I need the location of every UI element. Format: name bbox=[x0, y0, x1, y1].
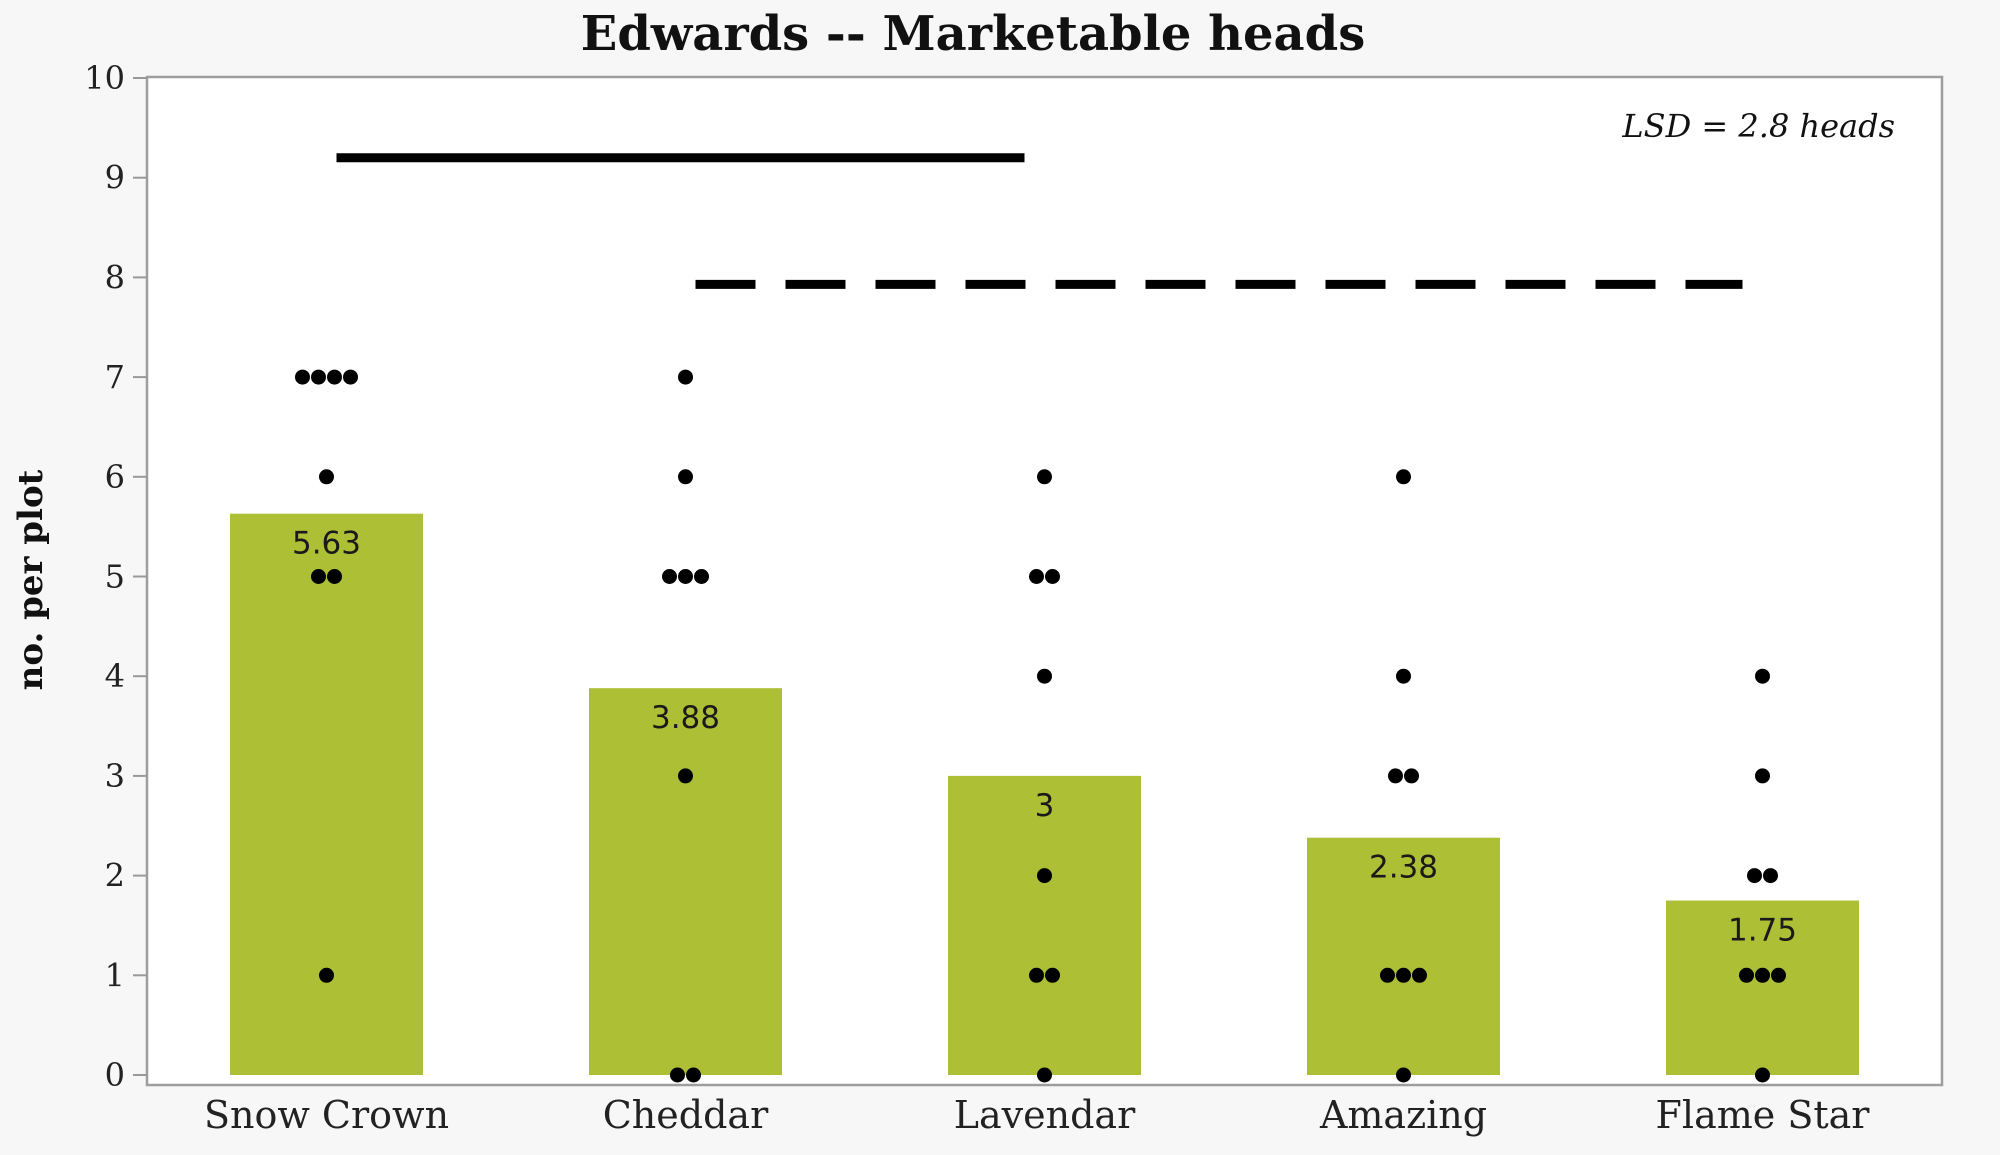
bar-value-label: 3.88 bbox=[651, 700, 720, 736]
value-labels-layer: 5.63 3.88 3 2.38 1.75 bbox=[292, 526, 1797, 949]
x-tick-label: Cheddar bbox=[603, 1093, 769, 1137]
data-point bbox=[1763, 868, 1778, 884]
data-point bbox=[1771, 967, 1786, 983]
data-point bbox=[678, 369, 693, 385]
x-tick-label: Snow Crown bbox=[204, 1093, 449, 1137]
y-tick-label: 10 bbox=[84, 59, 125, 97]
data-point bbox=[1045, 569, 1060, 584]
y-tick-label: 1 bbox=[105, 956, 125, 994]
data-point bbox=[311, 369, 326, 385]
data-point bbox=[678, 768, 693, 784]
data-point bbox=[1396, 469, 1411, 485]
data-point bbox=[1755, 768, 1770, 784]
data-point bbox=[319, 469, 334, 485]
bars-layer bbox=[230, 513, 1859, 1075]
data-point bbox=[1029, 569, 1044, 584]
bar-value-label: 3 bbox=[1035, 788, 1055, 824]
y-axis-label: no. per plot bbox=[11, 469, 51, 690]
bar-flame-star bbox=[1666, 900, 1859, 1075]
data-point bbox=[1396, 967, 1411, 983]
x-tick-label: Flame Star bbox=[1656, 1093, 1871, 1137]
y-axis-ticks: 0 1 2 3 4 5 6 7 8 9 10 bbox=[84, 59, 147, 1094]
y-tick-label: 3 bbox=[105, 757, 125, 795]
data-point bbox=[1380, 967, 1395, 983]
data-point bbox=[1755, 1067, 1770, 1083]
bar-lavendar bbox=[948, 775, 1141, 1075]
data-point bbox=[1037, 668, 1052, 684]
data-point bbox=[1396, 668, 1411, 684]
data-point bbox=[678, 469, 693, 485]
y-tick-label: 5 bbox=[105, 558, 125, 596]
bar-cheddar bbox=[589, 688, 782, 1075]
data-point bbox=[327, 369, 342, 385]
bar-amazing bbox=[1307, 837, 1500, 1075]
y-tick-label: 9 bbox=[105, 159, 125, 197]
data-point bbox=[1747, 868, 1762, 884]
bar-value-label: 5.63 bbox=[292, 526, 361, 562]
data-point bbox=[295, 369, 310, 385]
data-point bbox=[1037, 1067, 1052, 1083]
data-point bbox=[1045, 967, 1060, 983]
data-point bbox=[311, 569, 326, 584]
y-tick-label: 7 bbox=[105, 358, 125, 396]
bar-snow-crown bbox=[230, 513, 423, 1075]
data-point bbox=[1029, 967, 1044, 983]
y-tick-label: 4 bbox=[105, 657, 125, 695]
data-point bbox=[1755, 668, 1770, 684]
data-point bbox=[1755, 967, 1770, 983]
bar-value-label: 2.38 bbox=[1369, 850, 1438, 886]
data-point bbox=[1404, 768, 1419, 784]
significance-lines-layer bbox=[336, 153, 1743, 289]
data-point bbox=[670, 1067, 685, 1083]
data-point bbox=[662, 569, 677, 584]
chart-title: Edwards -- Marketable heads bbox=[581, 6, 1365, 62]
data-point bbox=[1037, 868, 1052, 884]
data-point bbox=[1412, 967, 1427, 983]
data-point bbox=[327, 569, 342, 584]
data-point bbox=[1037, 469, 1052, 485]
data-point bbox=[686, 1067, 701, 1083]
data-point bbox=[1388, 768, 1403, 784]
data-point bbox=[1739, 967, 1754, 983]
y-tick-label: 6 bbox=[105, 458, 125, 496]
data-point bbox=[343, 369, 358, 385]
y-tick-label: 2 bbox=[105, 857, 125, 895]
data-point bbox=[678, 569, 693, 584]
lsd-annotation: LSD = 2.8 heads bbox=[1621, 107, 1895, 145]
data-point bbox=[694, 569, 709, 584]
data-point bbox=[1396, 1067, 1411, 1083]
data-point bbox=[319, 967, 334, 983]
y-tick-label: 8 bbox=[105, 258, 125, 296]
bar-value-label: 1.75 bbox=[1728, 913, 1797, 949]
x-tick-label: Amazing bbox=[1319, 1093, 1487, 1137]
y-tick-label: 0 bbox=[105, 1056, 125, 1094]
x-tick-label: Lavendar bbox=[954, 1093, 1136, 1137]
x-axis-ticks: Snow Crown Cheddar Lavendar Amazing Flame St… bbox=[204, 1093, 1870, 1137]
points-layer bbox=[295, 369, 1786, 1083]
